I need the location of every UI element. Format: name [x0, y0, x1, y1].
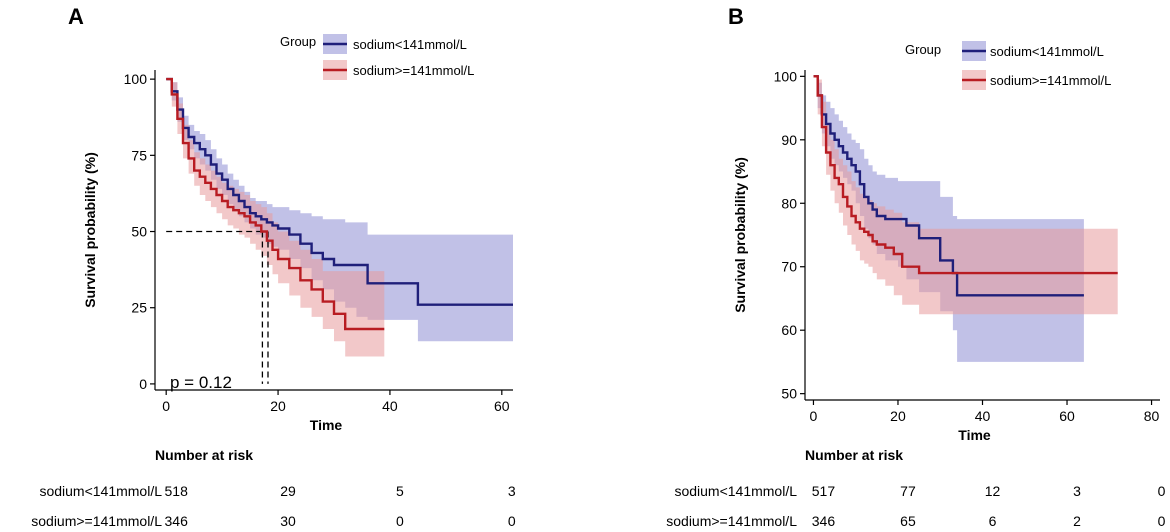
legend-label: sodium<141mmol/L: [990, 44, 1104, 59]
legend-title: Group: [280, 34, 316, 49]
risk-value: 0: [1158, 483, 1166, 499]
x-tick-label: 40: [382, 398, 398, 414]
y-tick-label: 75: [131, 147, 147, 163]
risk-row-name: sodium>=141mmol/L: [666, 513, 797, 529]
risk-value: 6: [989, 513, 997, 529]
p-value-label: p = 0.12: [170, 373, 232, 392]
confidence-band-high-sodium: [166, 79, 385, 357]
x-tick-label: 60: [494, 398, 510, 414]
legend-label: sodium>=141mmol/L: [353, 63, 474, 78]
x-tick-label: 20: [270, 398, 286, 414]
legend-label: sodium<141mmol/L: [353, 37, 467, 52]
risk-value: 12: [985, 483, 1001, 499]
risk-value: 3: [1073, 483, 1081, 499]
risk-value: 2: [1073, 513, 1081, 529]
y-tick-label: 100: [124, 71, 148, 87]
confidence-band-low-sodium: [166, 79, 513, 342]
risk-value: 0: [1158, 513, 1166, 529]
risk-value: 5: [396, 483, 404, 499]
confidence-band-high-sodium: [813, 76, 1118, 315]
risk-value: 3: [508, 483, 516, 499]
x-tick-label: 0: [162, 398, 170, 414]
x-axis-title: Time: [310, 417, 343, 433]
y-tick-label: 50: [131, 224, 147, 240]
risk-value: 77: [900, 483, 916, 499]
x-tick-label: 60: [1059, 408, 1075, 424]
risk-row-name: sodium>=141mmol/L: [31, 513, 162, 529]
y-tick-label: 50: [781, 386, 797, 402]
x-axis-title: Time: [958, 427, 991, 443]
x-tick-label: 80: [1144, 408, 1160, 424]
y-tick-label: 80: [781, 195, 797, 211]
y-tick-label: 60: [781, 322, 797, 338]
y-tick-label: 0: [139, 376, 147, 392]
survival-line-high-sodium: [166, 77, 385, 331]
legend-title: Group: [905, 42, 941, 57]
x-tick-label: 20: [890, 408, 906, 424]
risk-value: 30: [280, 513, 296, 529]
risk-value: 518: [165, 483, 189, 499]
survival-line-low-sodium: [813, 75, 1084, 297]
survival-line-high-sodium: [813, 75, 1118, 275]
risk-value: 65: [900, 513, 916, 529]
risk-value: 0: [508, 513, 516, 529]
panel-label: B: [728, 4, 744, 29]
risk-table: Number at risk sodium<141mmol/L 517 77 12 3 0 s…: [666, 447, 1165, 529]
x-tick-label: 0: [810, 408, 818, 424]
x-tick-label: 40: [975, 408, 991, 424]
panel-label: A: [68, 4, 84, 29]
y-axis-title: Survival probability (%): [732, 157, 748, 313]
risk-value: 517: [812, 483, 836, 499]
risk-table-title: Number at risk: [155, 447, 253, 463]
legend-label: sodium>=141mmol/L: [990, 73, 1111, 88]
risk-table: Number at risk sodium<141mmol/L 518 29 5 3 sod…: [31, 447, 516, 529]
y-tick-label: 70: [781, 259, 797, 275]
survival-line-low-sodium: [166, 77, 513, 306]
risk-table-title: Number at risk: [805, 447, 903, 463]
y-tick-label: 100: [774, 68, 798, 84]
risk-value: 346: [812, 513, 836, 529]
legend: Group sodium<141mmol/L sodium>=141mmol/L: [905, 41, 1111, 90]
y-tick-label: 90: [781, 132, 797, 148]
risk-row-name: sodium<141mmol/L: [39, 483, 162, 499]
risk-value: 346: [165, 513, 189, 529]
y-axis-title: Survival probability (%): [82, 152, 98, 308]
risk-value: 0: [396, 513, 404, 529]
y-tick-label: 25: [131, 300, 147, 316]
risk-value: 29: [280, 483, 296, 499]
risk-row-name: sodium<141mmol/L: [674, 483, 797, 499]
legend: Group sodium<141mmol/L sodium>=141mmol/L: [280, 34, 474, 80]
